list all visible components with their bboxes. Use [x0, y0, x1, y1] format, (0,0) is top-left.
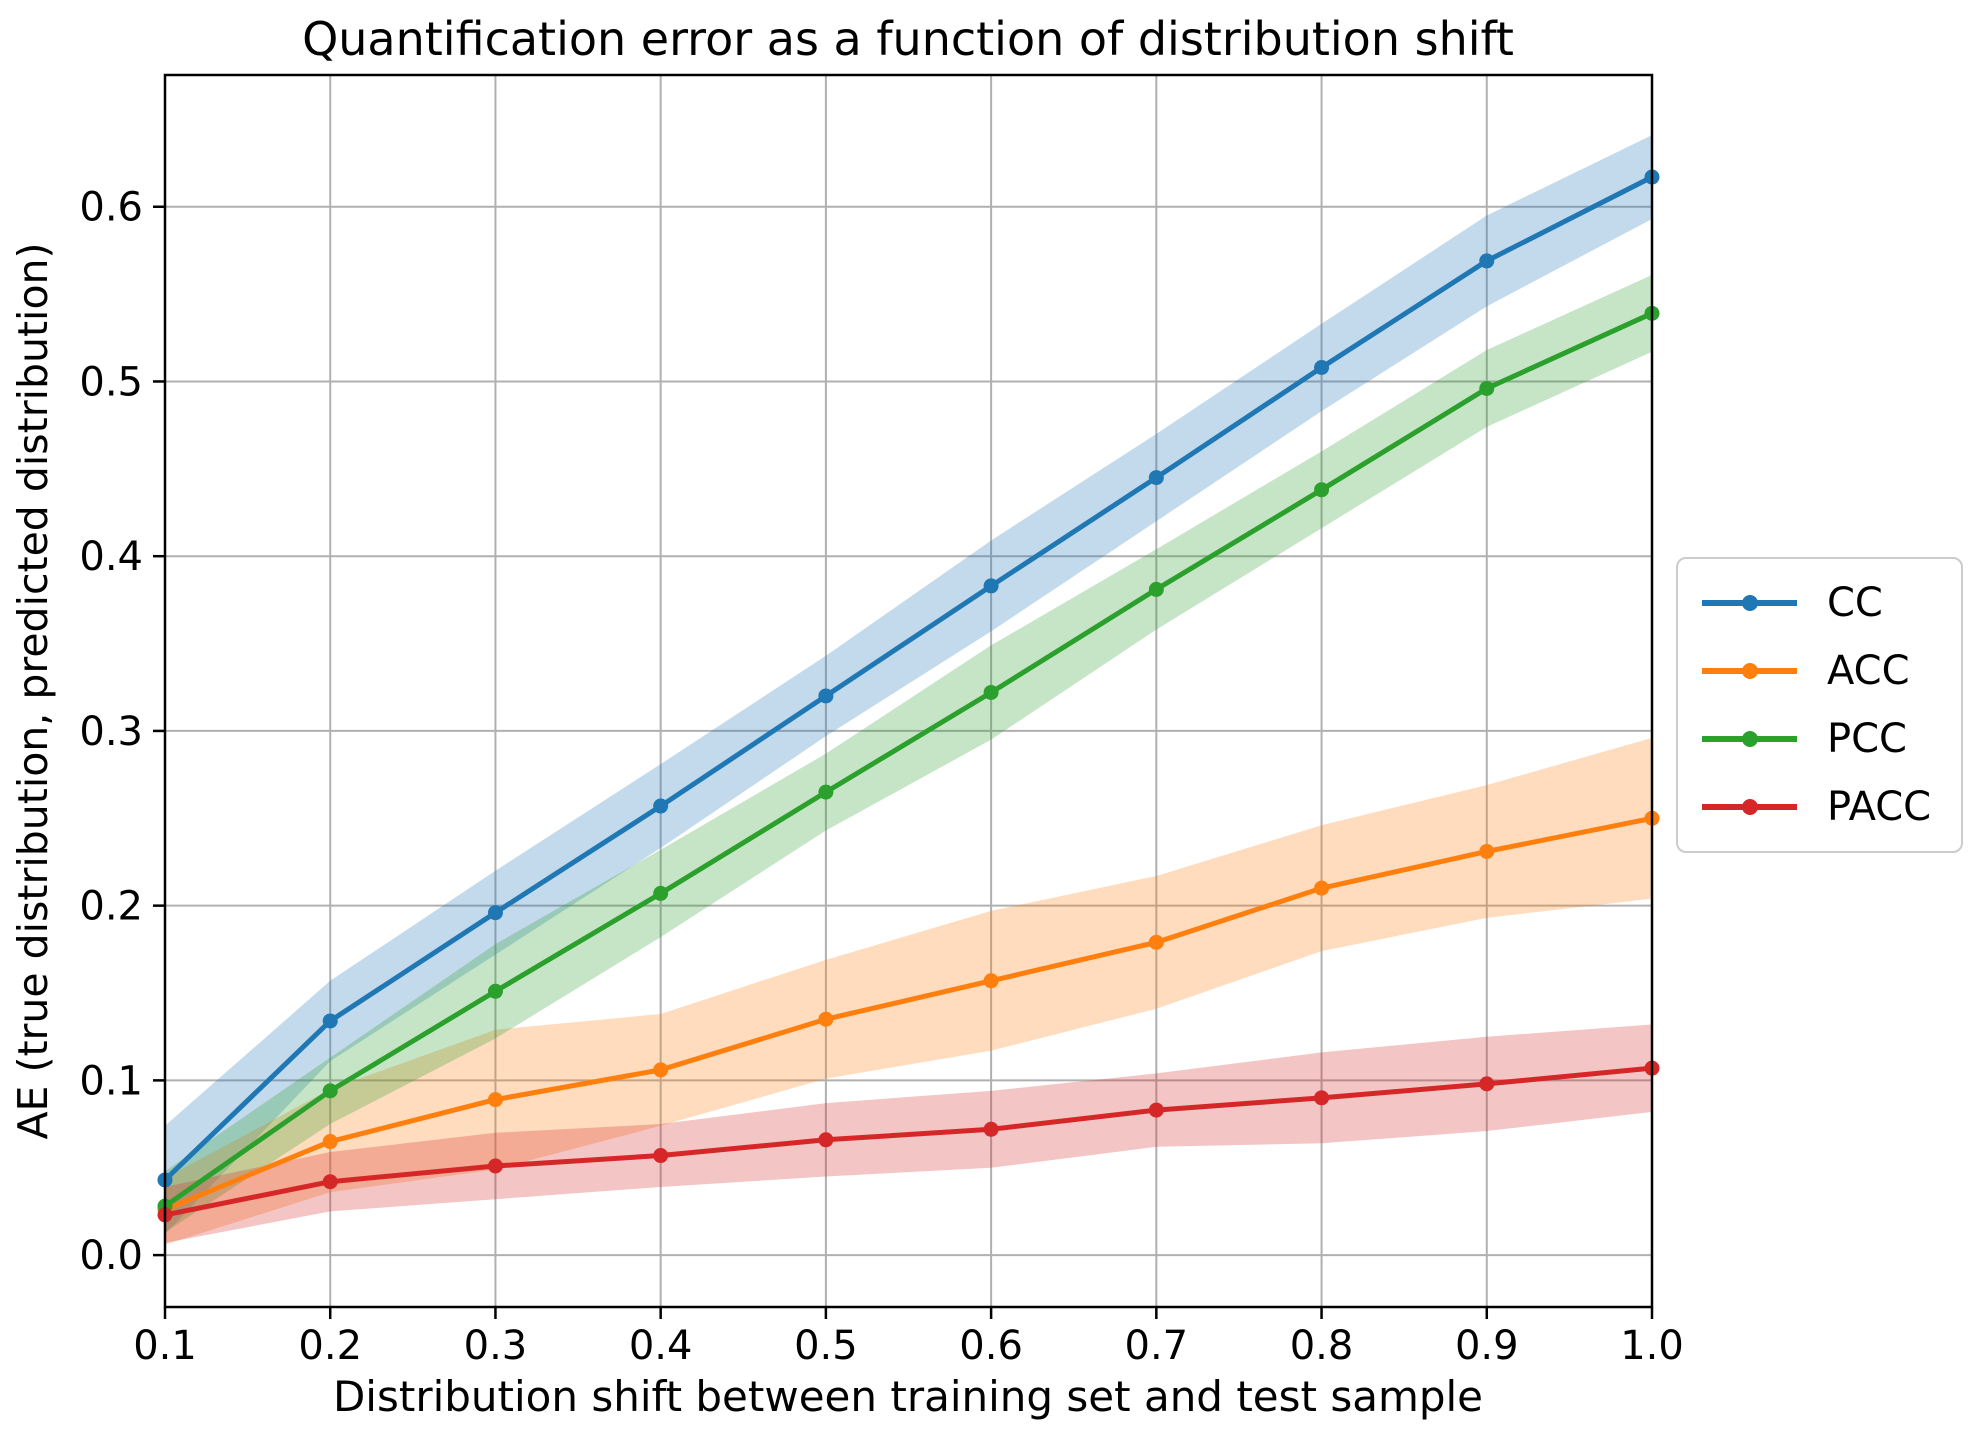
data-point-CC [322, 1013, 338, 1029]
legend-line-icon [1702, 663, 1797, 679]
data-point-PCC [322, 1083, 338, 1099]
x-tick-label: 0.1 [133, 1323, 197, 1369]
plot-border [163, 73, 1654, 1309]
confidence-band-ACC [165, 737, 1652, 1245]
legend-line-icon [1702, 731, 1797, 747]
legend-item-label: PACC [1827, 784, 1932, 830]
data-point-CC [1314, 359, 1330, 375]
x-tick-label: 0.6 [959, 1323, 1023, 1369]
data-point-PACC [818, 1132, 834, 1148]
data-point-CC [1479, 253, 1495, 269]
data-point-ACC [1479, 843, 1495, 859]
x-tick-label: 0.2 [298, 1323, 362, 1369]
y-axis: 0.0 0.1 0.2 0.3 0.4 0.5 0.6 [79, 185, 165, 1279]
data-point-PCC [1314, 482, 1330, 498]
legend-marker-icon [1741, 799, 1758, 815]
y-tick-label: 0.4 [79, 534, 143, 580]
legend-item-label: ACC [1827, 648, 1910, 694]
x-tick-label: 0.9 [1455, 1323, 1519, 1369]
data-point-PCC [983, 684, 999, 700]
data-point-PCC [487, 983, 503, 999]
data-point-CC [818, 688, 834, 704]
data-point-ACC [653, 1062, 669, 1078]
y-tick-label: 0.2 [79, 884, 143, 930]
data-point-PCC [1148, 581, 1164, 597]
legend-item-label: PCC [1827, 716, 1907, 762]
data-point-CC [1148, 470, 1164, 486]
legend-marker-icon [1741, 663, 1758, 679]
y-axis-label: AE (true distribution, predicted distrib… [9, 242, 57, 1140]
data-point-PACC [487, 1158, 503, 1174]
x-tick-label: 0.7 [1125, 1323, 1189, 1369]
x-axis: 0.1 0.2 0.3 0.4 0.5 0.6 0.7 0.8 0.9 1.0 [133, 1307, 1684, 1369]
legend-line-icon [1702, 799, 1797, 815]
data-point-PCC [818, 784, 834, 800]
y-tick-label: 0.3 [79, 709, 143, 755]
x-tick-label: 0.4 [629, 1323, 693, 1369]
series-line-CC [163, 174, 1654, 1182]
data-point-ACC [1148, 934, 1164, 950]
series-line-ACC [164, 815, 1653, 1212]
confidence-band-CC [165, 135, 1652, 1235]
legend-item-PACC: PACC [1702, 787, 1931, 827]
data-point-PACC [1479, 1076, 1495, 1092]
legend-item-ACC: ACC [1702, 651, 1931, 691]
y-tick-label: 0.5 [79, 359, 143, 405]
y-tick-label: 0.0 [79, 1233, 143, 1279]
legend-line-icon [1702, 595, 1797, 611]
y-tick-label: 0.1 [79, 1058, 143, 1104]
data-point-ACC [818, 1011, 834, 1027]
data-point-PCC [653, 885, 669, 901]
x-tick-label: 0.5 [794, 1323, 858, 1369]
series-ACC [157, 810, 1660, 1218]
data-point-PACC [1148, 1102, 1164, 1118]
data-point-PACC [1314, 1090, 1330, 1106]
data-point-CC [487, 905, 503, 921]
data-point-PACC [983, 1121, 999, 1137]
x-tick-label: 0.3 [464, 1323, 528, 1369]
legend: CC ACC PCC PACC [1676, 557, 1964, 853]
data-point-CC [653, 798, 669, 814]
data-point-ACC [487, 1092, 503, 1108]
series-PCC [157, 305, 1660, 1214]
y-tick-label: 0.6 [79, 185, 143, 231]
x-tick-label: 0.8 [1290, 1323, 1354, 1369]
legend-marker-icon [1741, 731, 1758, 747]
legend-item-CC: CC [1702, 583, 1931, 623]
series-line-PACC [164, 1065, 1653, 1218]
data-point-PACC [653, 1148, 669, 1164]
data-point-CC [983, 578, 999, 594]
data-point-ACC [322, 1134, 338, 1150]
chart-title: Quantification error as a function of di… [302, 12, 1514, 66]
series-line-PCC [163, 311, 1654, 1209]
series-CC [157, 169, 1660, 1188]
legend-marker-icon [1741, 595, 1758, 611]
data-point-PACC [322, 1174, 338, 1190]
data-point-PCC [1479, 380, 1495, 396]
x-tick-label: 1.0 [1620, 1323, 1684, 1369]
legend-item-label: CC [1827, 580, 1883, 626]
x-axis-label: Distribution shift between training set … [332, 1372, 1484, 1421]
legend-item-PCC: PCC [1702, 719, 1931, 759]
data-point-ACC [1314, 880, 1330, 896]
data-point-ACC [983, 973, 999, 989]
